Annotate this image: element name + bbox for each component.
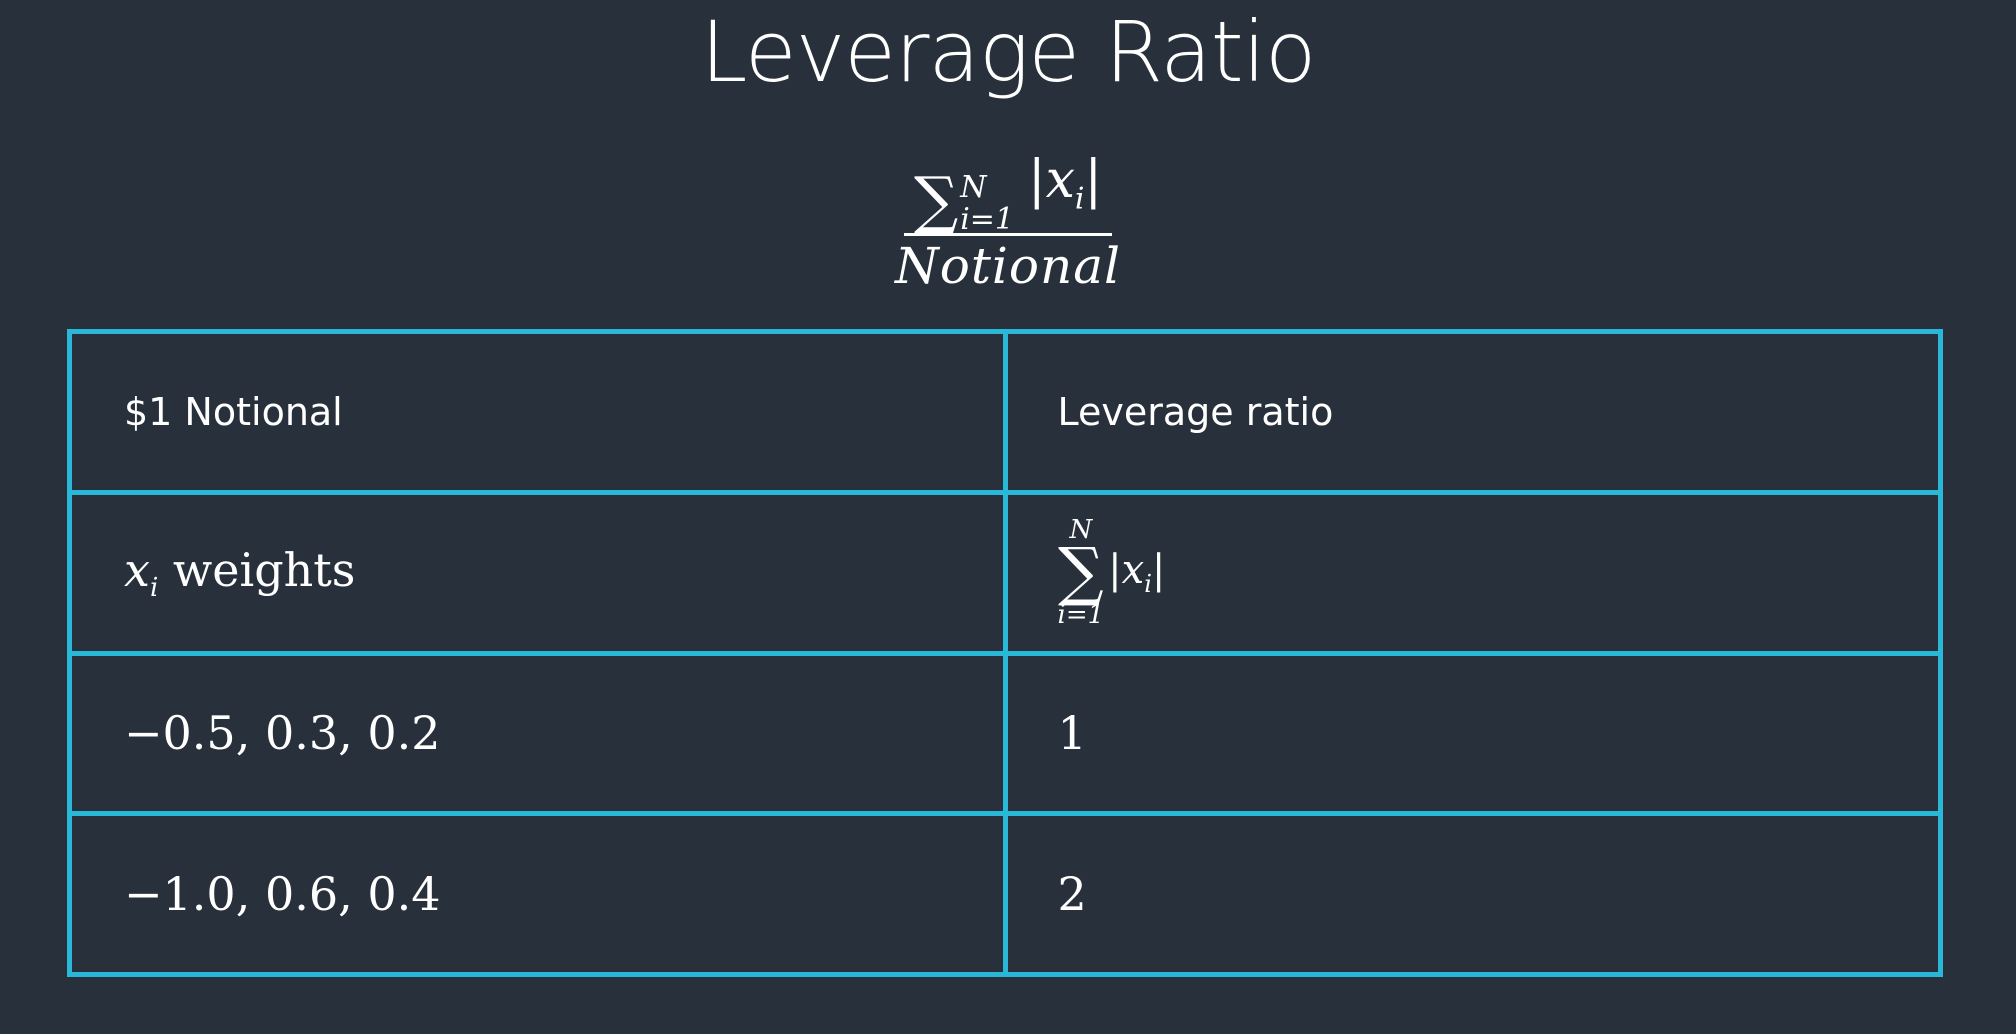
leverage-value: 2 xyxy=(1057,867,1087,922)
abs-weight-var: x xyxy=(1121,547,1145,594)
weights-var: x xyxy=(124,542,150,597)
sum-lower-limit: i=1 xyxy=(1057,599,1105,630)
header-notional: $1 Notional xyxy=(124,389,343,434)
slide-title: Leverage Ratio xyxy=(700,3,1317,101)
sum-stack: N ∑ i=1 xyxy=(1058,516,1105,630)
abs-weight-var: x xyxy=(1045,150,1075,210)
table-row: xi weights N ∑ i=1 |xi| xyxy=(67,489,1943,656)
abs-weight-sub: i xyxy=(1144,570,1152,599)
formula-fraction: ∑ N i=1 |xi| Notional xyxy=(895,148,1121,296)
abs-weight-sub: i xyxy=(1074,181,1085,217)
table-cell: xi weights xyxy=(67,489,1008,656)
weights-values: −1.0, 0.6, 0.4 xyxy=(124,867,441,922)
sum-lower-limit: i=1 xyxy=(960,202,1015,238)
weights-sub: i xyxy=(149,572,159,603)
sum-upper-limit: N xyxy=(960,170,987,206)
table-row: −0.5, 0.3, 0.2 1 xyxy=(67,650,1943,817)
formula-denominator: Notional xyxy=(894,237,1122,296)
weights-values: −0.5, 0.3, 0.2 xyxy=(124,706,441,761)
table-cell: $1 Notional xyxy=(67,329,1008,495)
abs-weight: |xi| xyxy=(1028,150,1103,217)
formula-numerator: ∑ N i=1 |xi| xyxy=(910,148,1106,237)
sigma-symbol: ∑ xyxy=(1057,534,1104,609)
leverage-table: $1 Notional Leverage ratio xi weights N … xyxy=(67,329,1943,977)
sum-upper-limit: N xyxy=(1069,514,1093,545)
weights-label: xi weights xyxy=(124,542,356,603)
sigma-symbol: ∑ xyxy=(913,163,959,237)
weights-word: weights xyxy=(172,542,356,597)
sum-abs-expression: N ∑ i=1 |xi| xyxy=(1058,516,1166,630)
header-leverage-ratio: Leverage ratio xyxy=(1057,389,1334,434)
table-cell: 1 xyxy=(1002,650,1943,817)
sum-limits: N i=1 xyxy=(960,173,1014,235)
leverage-ratio-formula: ∑ N i=1 |xi| Notional xyxy=(0,148,2016,296)
table-cell: N ∑ i=1 |xi| xyxy=(1002,489,1943,656)
table-cell: 2 xyxy=(1002,811,1943,977)
table-cell: −1.0, 0.6, 0.4 xyxy=(67,811,1008,977)
fraction-bar xyxy=(903,233,1112,237)
leverage-value: 1 xyxy=(1057,706,1087,761)
table-cell: Leverage ratio xyxy=(1002,329,1943,495)
table-row: −1.0, 0.6, 0.4 2 xyxy=(67,811,1943,977)
table-header-row: $1 Notional Leverage ratio xyxy=(67,329,1943,495)
table-cell: −0.5, 0.3, 0.2 xyxy=(67,650,1008,817)
abs-weight: |xi| xyxy=(1108,547,1166,599)
